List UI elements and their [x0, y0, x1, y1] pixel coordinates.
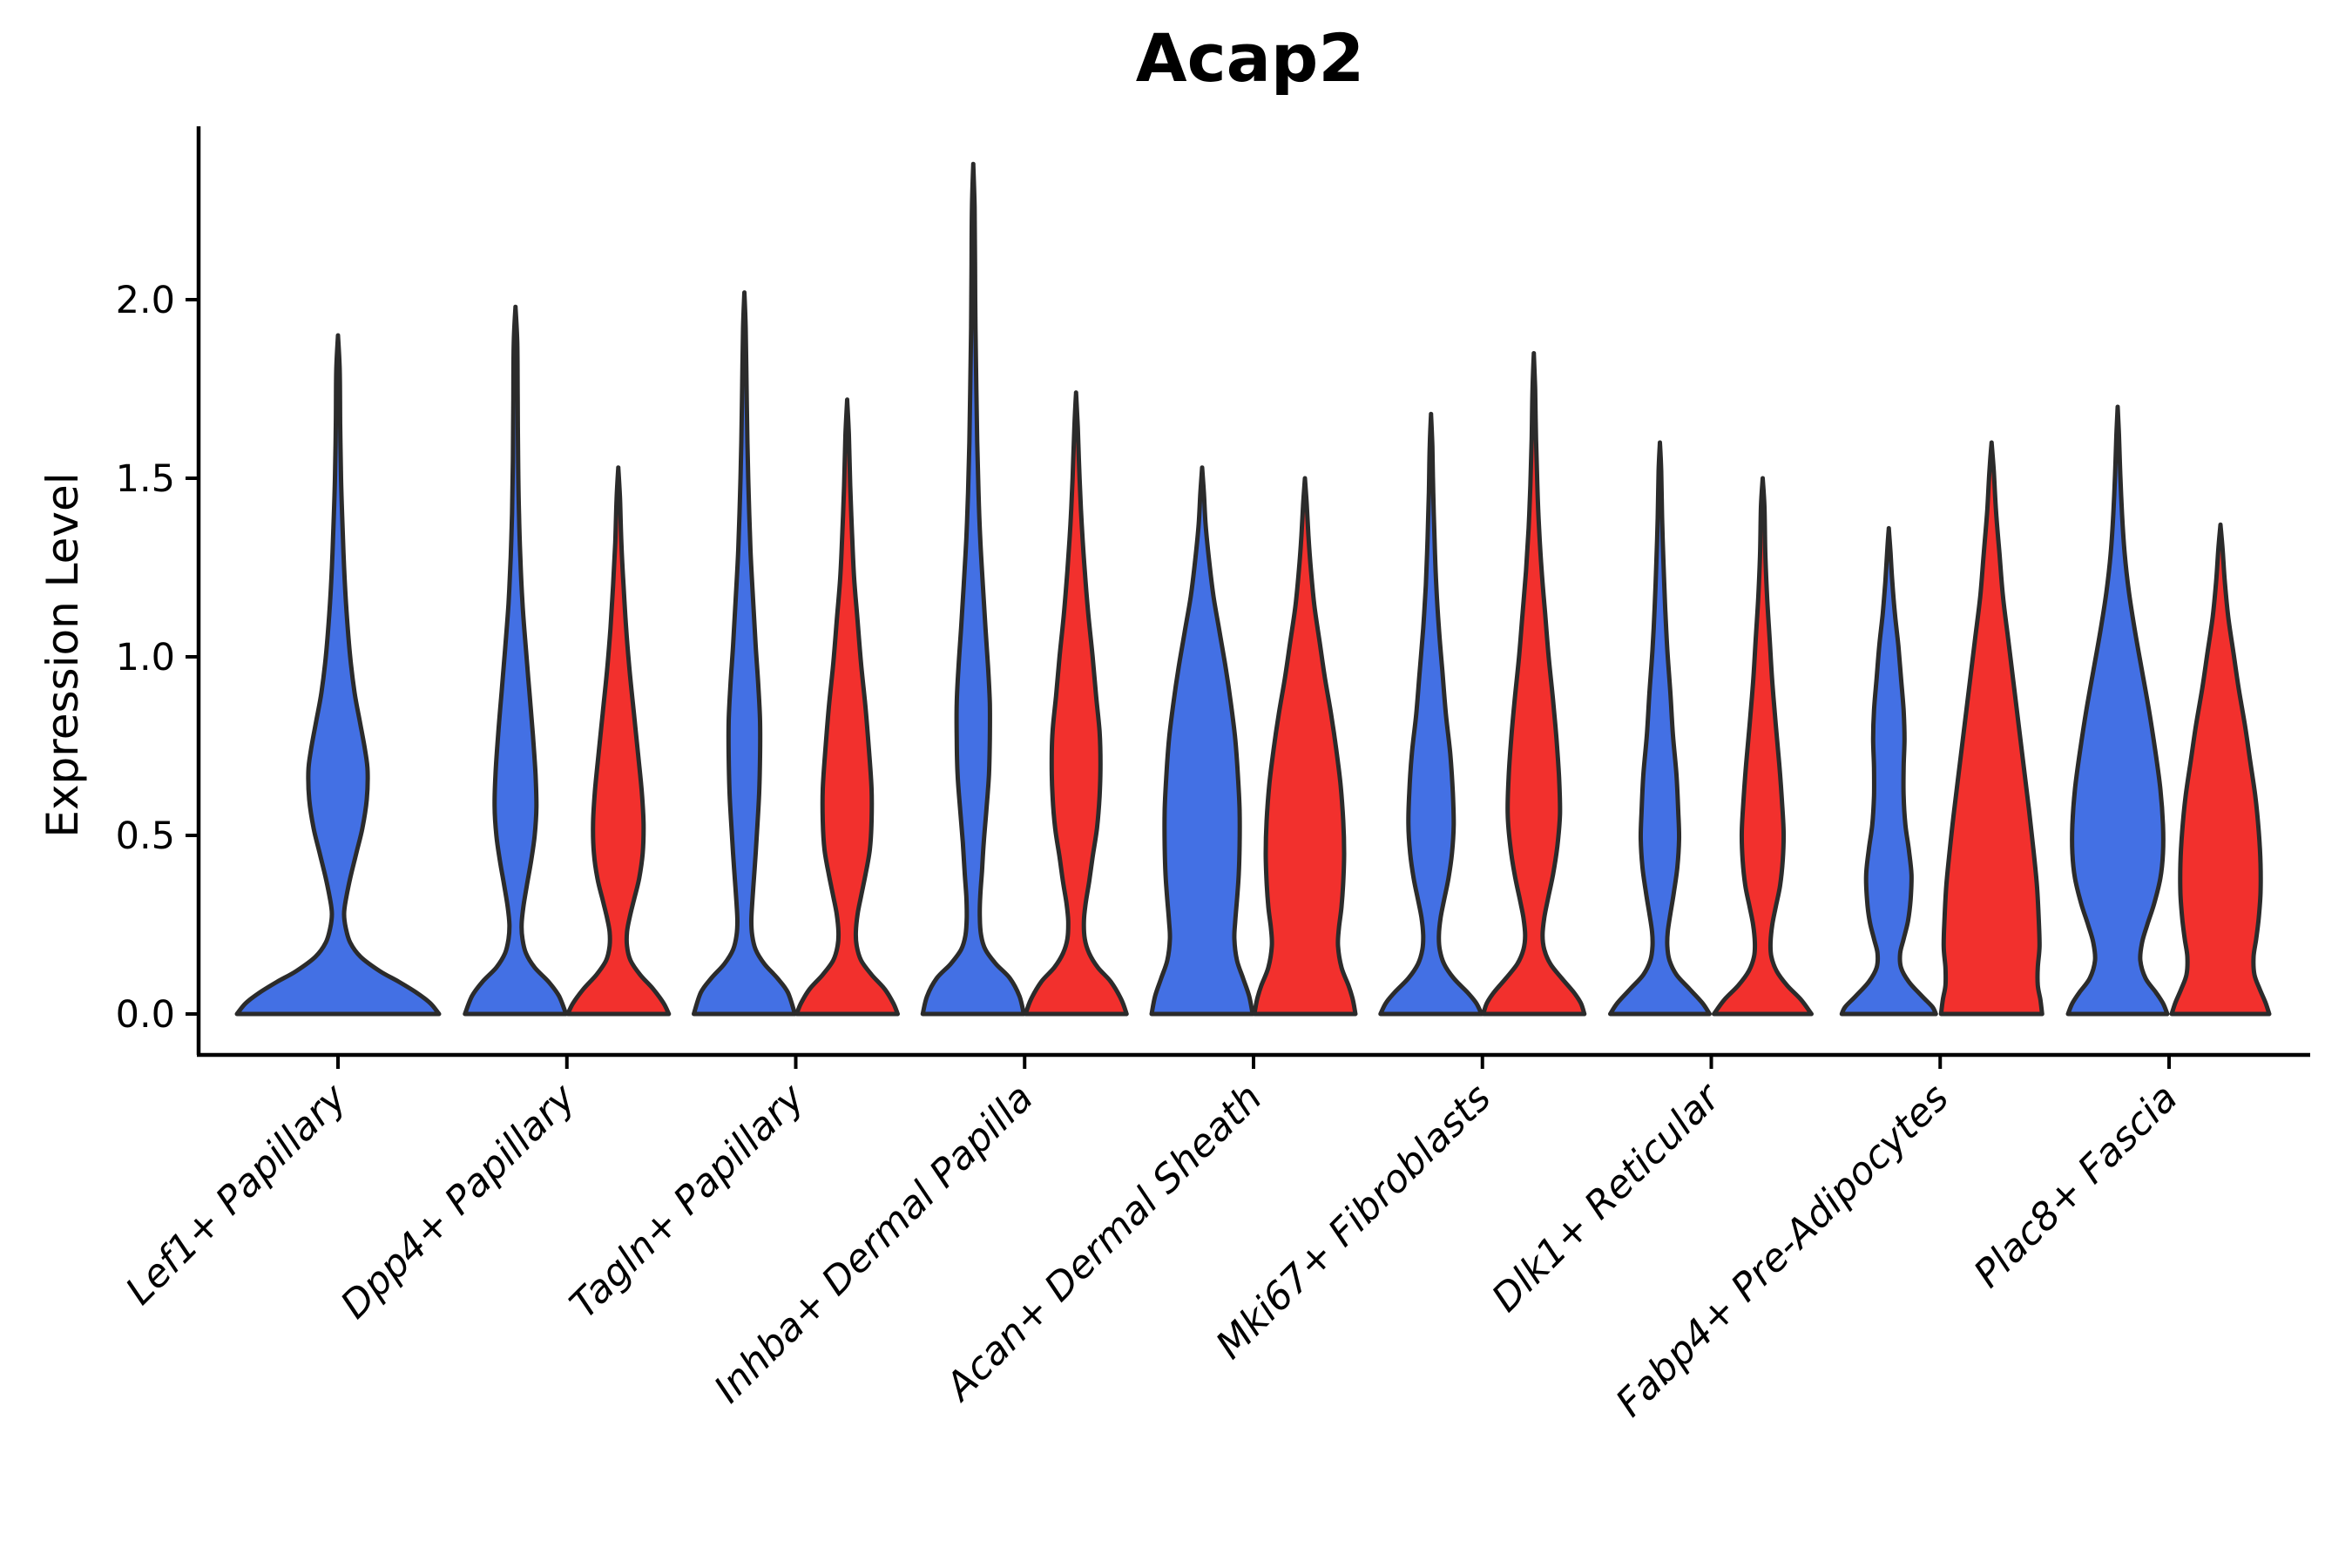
violin-fabp4-pre-adipocytes-red	[1938, 440, 2044, 1017]
x-tick-label-dpp4-papillary: Dpp4+ Papillary	[332, 1075, 585, 1328]
y-tick-label: 1.5	[116, 457, 175, 501]
violin-lef1-papillary-blue	[234, 333, 442, 1017]
violin-acan-dermal-sheath-red	[1252, 476, 1358, 1017]
x-tick-label-lef1-papillary: Lef1+ Papillary	[118, 1075, 356, 1314]
x-tick-label-plac8-fascia: Plac8+ Fascia	[1965, 1076, 2186, 1296]
y-tick-label: 1.0	[116, 636, 175, 679]
violin-dlk1-reticular-red	[1712, 476, 1814, 1017]
x-tick-label-tagln-papillary: Tagln+ Papillary	[562, 1075, 814, 1327]
violin-dpp4-papillary-red	[565, 465, 672, 1017]
violin-tagln-papillary-red	[794, 397, 900, 1017]
violin-inhba-dermal-papilla-red	[1023, 390, 1129, 1017]
violin-mki67-fibroblasts-red	[1481, 351, 1587, 1017]
violin-plac8-fascia-blue	[2065, 404, 2170, 1017]
violin-inhba-dermal-papilla-blue	[920, 161, 1026, 1017]
violin-dpp4-papillary-blue	[463, 304, 569, 1017]
violin-acan-dermal-sheath-blue	[1149, 465, 1255, 1017]
y-tick-label: 2.0	[116, 279, 175, 322]
violin-mki67-fibroblasts-blue	[1378, 411, 1484, 1017]
violin-tagln-papillary-blue	[692, 290, 797, 1017]
violin-plac8-fascia-red	[2169, 522, 2272, 1017]
y-tick-label: 0.0	[116, 993, 175, 1037]
y-axis-label: Expression Level	[37, 472, 88, 838]
violin-dlk1-reticular-blue	[1608, 440, 1712, 1017]
violin-fabp4-pre-adipocytes-blue	[1839, 525, 1938, 1017]
x-tick-label-dlk1-reticular: Dlk1+ Reticular	[1484, 1074, 1730, 1321]
chart-title: Acap2	[1135, 19, 1365, 97]
y-tick-label: 0.5	[116, 814, 175, 858]
